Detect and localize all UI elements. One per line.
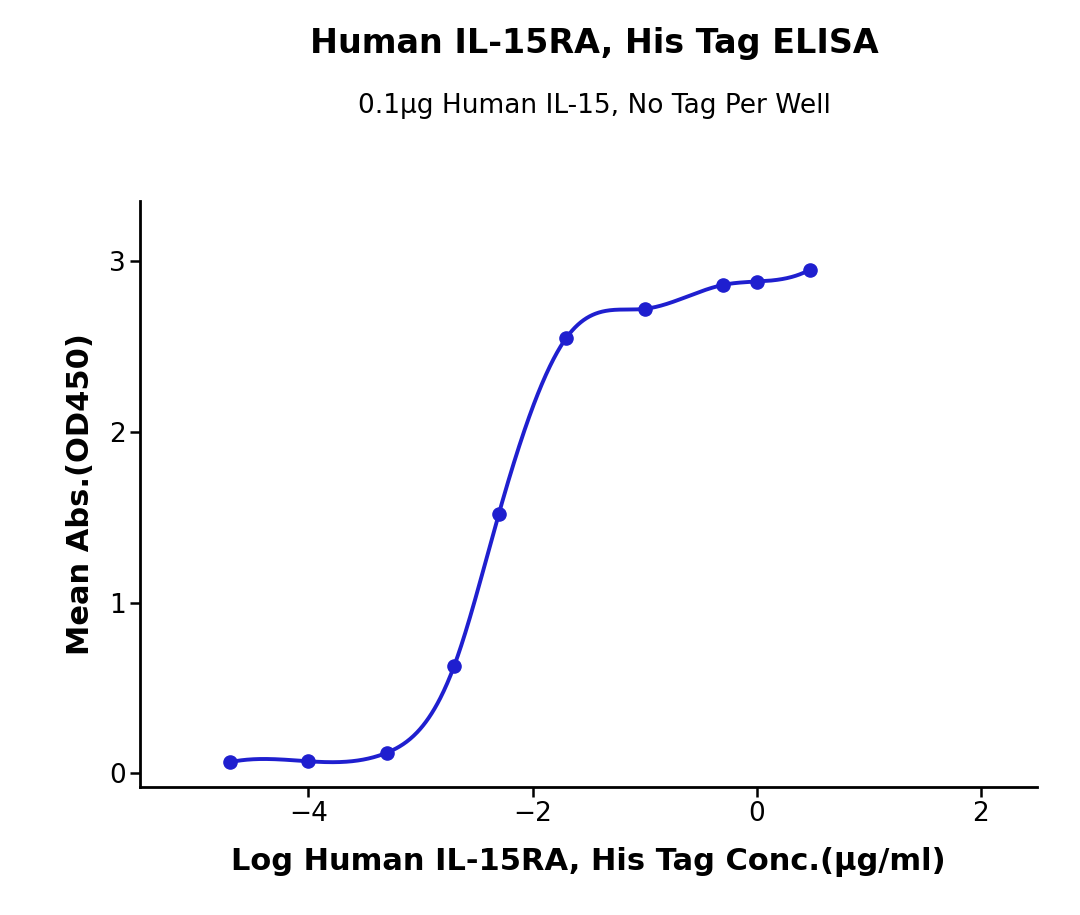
Point — [378, 746, 395, 760]
Y-axis label: Mean Abs.(OD450): Mean Abs.(OD450) — [66, 333, 95, 655]
Point — [300, 754, 318, 769]
Point — [801, 263, 819, 277]
Point — [714, 277, 731, 292]
Point — [490, 506, 508, 521]
Text: 0.1μg Human IL-15, No Tag Per Well: 0.1μg Human IL-15, No Tag Per Well — [357, 93, 831, 119]
Point — [557, 330, 575, 345]
Point — [636, 302, 653, 317]
Point — [221, 755, 239, 770]
X-axis label: Log Human IL-15RA, His Tag Conc.(μg/ml): Log Human IL-15RA, His Tag Conc.(μg/ml) — [231, 847, 946, 877]
Point — [748, 274, 766, 289]
Text: Human IL-15RA, His Tag ELISA: Human IL-15RA, His Tag ELISA — [310, 27, 878, 60]
Point — [446, 659, 463, 673]
